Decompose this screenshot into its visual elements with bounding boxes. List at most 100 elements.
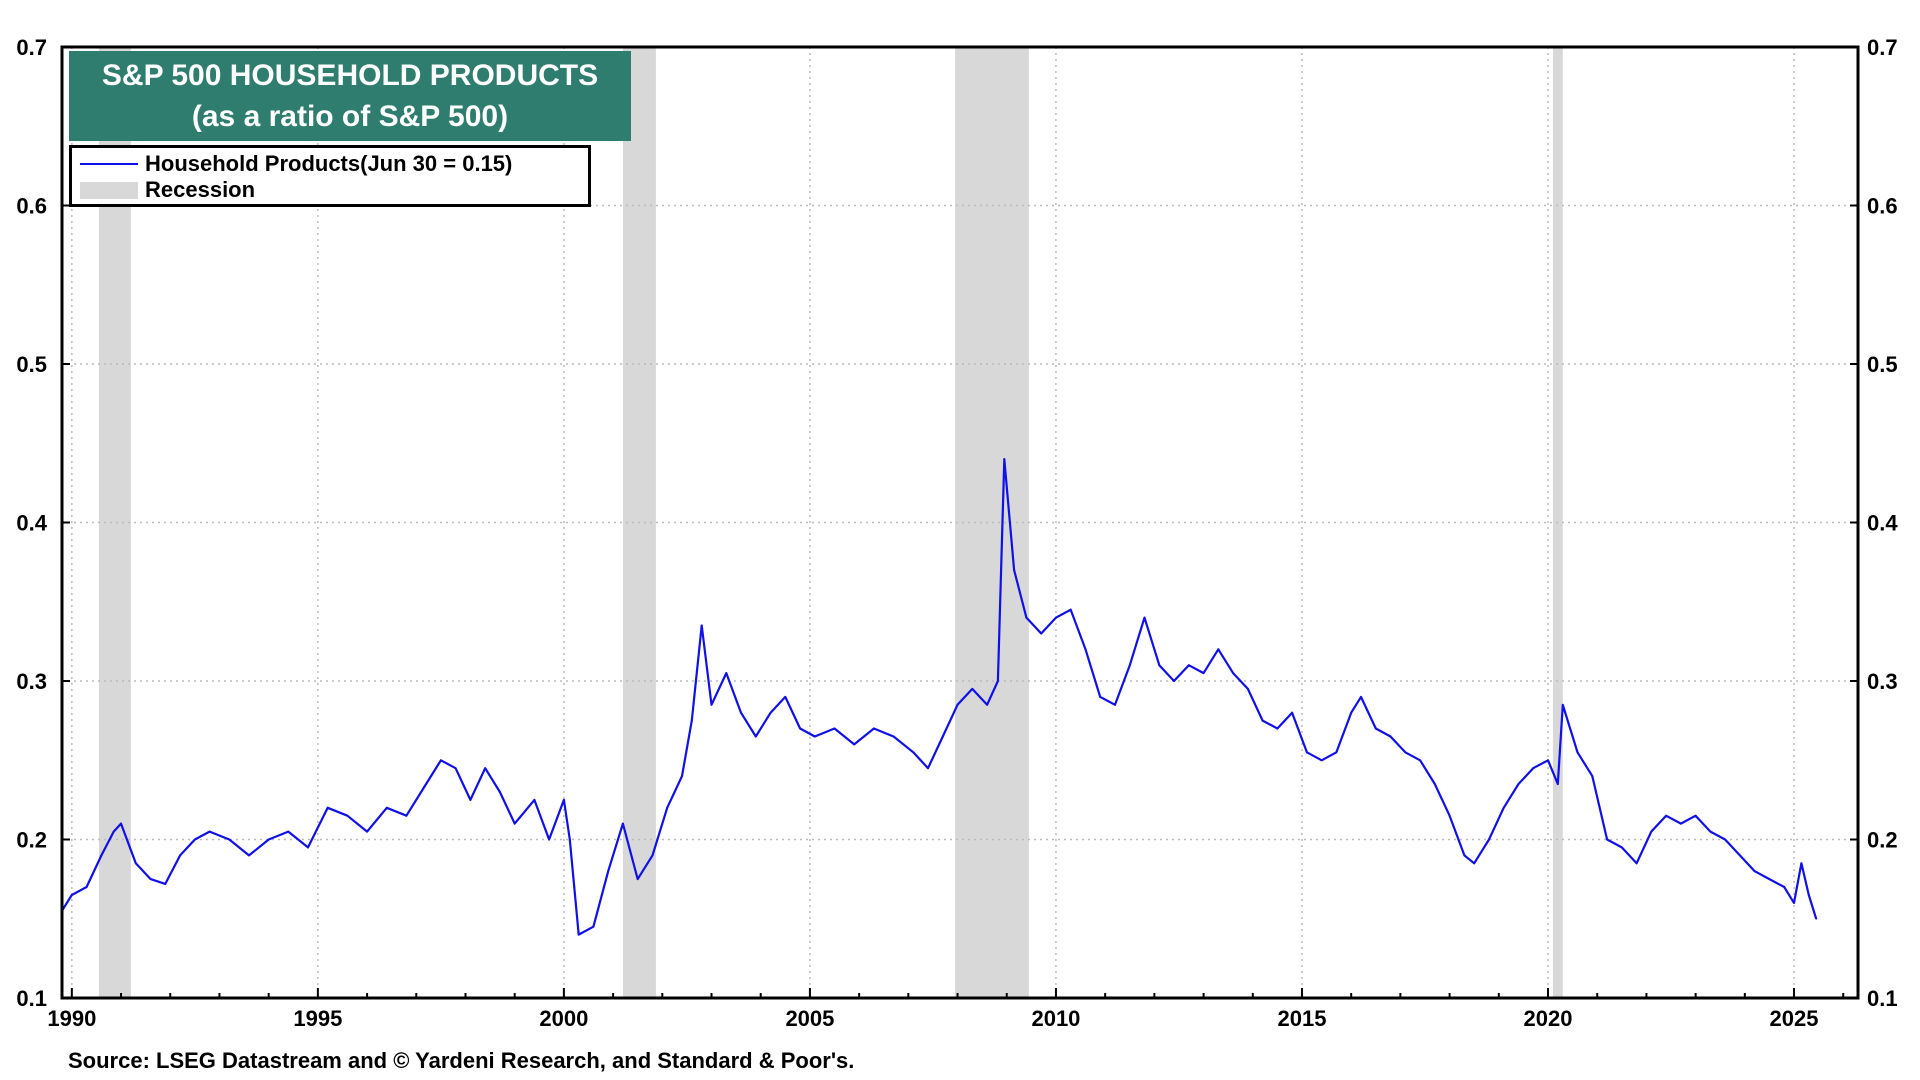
data-point: [892, 735, 895, 738]
x-tick-label: 2010: [1031, 1006, 1080, 1031]
data-point: [208, 830, 211, 833]
data-point: [1433, 783, 1436, 785]
data-point: [1591, 775, 1594, 777]
data-point: [927, 767, 929, 770]
data-point: [366, 830, 368, 833]
data-point: [326, 806, 329, 809]
data-point: [1547, 759, 1549, 762]
series-line-1: [61, 458, 1818, 936]
data-point: [1739, 854, 1741, 857]
data-point: [469, 798, 472, 801]
data-point: [1158, 664, 1161, 667]
data-point: [799, 727, 801, 730]
x-tick-label: 2025: [1770, 1006, 1819, 1031]
grid-lines: [62, 47, 1858, 998]
data-point: [1404, 751, 1407, 754]
data-point: [941, 735, 944, 738]
y-tick-label-left: 0.7: [16, 35, 47, 60]
data-point: [120, 822, 122, 825]
axes: 0.1 0.1 0.2 0.2 0.3 0.3 0.4 0.4 0.5 0.5 0.6 0.6 0.7 0…: [16, 35, 1898, 1031]
x-tick-label: 2015: [1278, 1006, 1327, 1031]
y-tick-label-left: 0.2: [16, 828, 47, 853]
data-point: [700, 624, 703, 627]
data-point: [1463, 854, 1466, 857]
data-point: [70, 894, 73, 896]
data-point: [1232, 672, 1234, 674]
data-point: [592, 925, 595, 928]
data-point: [1128, 664, 1131, 667]
data-point: [499, 791, 501, 793]
data-point: [681, 775, 683, 777]
y-tick-label-right: 0.3: [1867, 669, 1898, 694]
data-point: [85, 886, 88, 888]
data-point: [607, 870, 610, 873]
data-point: [622, 822, 624, 825]
data-point: [134, 862, 137, 865]
data-point: [1665, 814, 1667, 817]
data-point: [912, 751, 915, 754]
data-point: [725, 672, 728, 674]
data-point: [996, 680, 999, 682]
data-point: [1793, 902, 1795, 904]
data-point: [1013, 569, 1016, 571]
data-point: [1532, 767, 1535, 770]
data-point: [149, 878, 152, 881]
y-tick-label-left: 0.3: [16, 669, 47, 694]
series-layer: [61, 458, 1818, 936]
data-point: [1069, 608, 1072, 611]
data-point: [533, 798, 536, 801]
data-point: [971, 688, 974, 690]
data-point: [813, 735, 816, 738]
data-point: [248, 854, 250, 857]
data-point: [1202, 672, 1205, 674]
data-point: [179, 854, 181, 857]
data-point: [872, 727, 875, 730]
data-point: [287, 830, 290, 833]
data-point: [1187, 664, 1190, 667]
data-point: [1040, 632, 1043, 635]
data-point: [577, 933, 580, 936]
data-point: [1556, 783, 1559, 785]
data-point: [1374, 727, 1377, 730]
source-note: Source: LSEG Datastream and © Yardeni Re…: [68, 1048, 855, 1073]
data-point: [1173, 680, 1175, 682]
chart-subtitle: (as a ratio of S&P 500): [191, 100, 509, 133]
y-tick-label-left: 0.6: [16, 194, 47, 219]
y-tick-label-right: 0.2: [1867, 828, 1898, 853]
data-point: [1003, 458, 1006, 460]
data-point: [1694, 814, 1697, 817]
y-tick-label-right: 0.5: [1867, 352, 1898, 377]
data-point: [740, 711, 742, 714]
x-tick-label: 2020: [1524, 1006, 1573, 1031]
data-point: [690, 719, 693, 722]
data-point: [651, 854, 654, 857]
legend-recession-swatch: [80, 182, 138, 199]
legend: Household Products(Jun 30 = 0.15) Recess…: [69, 145, 591, 207]
x-tick-label: 1990: [47, 1006, 96, 1031]
data-point: [666, 806, 669, 809]
data-point: [568, 838, 571, 841]
data-point: [1335, 751, 1338, 754]
data-point: [1114, 703, 1116, 706]
data-point: [1606, 838, 1608, 841]
data-point: [636, 878, 639, 881]
chart-title: S&P 500 HOUSEHOLD PRODUCTS: [101, 59, 599, 92]
y-tick-label-right: 0.7: [1867, 35, 1898, 60]
data-point: [853, 743, 856, 746]
x-tick-label: 2005: [785, 1006, 834, 1031]
data-point: [986, 703, 988, 706]
data-point: [1679, 822, 1682, 825]
data-point: [1783, 886, 1786, 888]
data-point: [1753, 870, 1756, 873]
data-point: [1389, 735, 1392, 738]
data-point: [710, 703, 713, 706]
data-point: [425, 783, 428, 785]
x-tick-label: 1995: [293, 1006, 342, 1031]
data-point: [454, 767, 457, 770]
data-point: [307, 846, 309, 849]
data-point: [112, 830, 115, 833]
legend-series-swatch: [80, 163, 138, 165]
data-point: [439, 759, 442, 762]
data-point: [1246, 688, 1249, 690]
data-point: [1360, 695, 1362, 698]
